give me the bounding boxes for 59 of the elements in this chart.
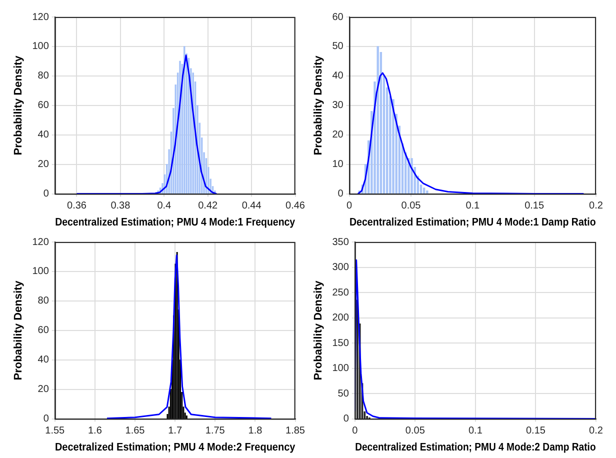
y-tick-label: 350 <box>332 236 350 248</box>
y-axis-title: Probability Density <box>12 54 25 156</box>
y-tick-label: 0 <box>338 188 344 200</box>
y-tick-label: 0 <box>43 188 50 200</box>
x-tick-label: 0.36 <box>67 200 87 212</box>
y-tick-label: 20 <box>38 384 50 396</box>
x-tick-label: 1.8 <box>248 426 263 437</box>
x-tick-label: 0.05 <box>405 426 426 437</box>
y-tick-label: 40 <box>332 70 344 82</box>
y-tick-label: 120 <box>32 12 50 23</box>
y-tick-label: 100 <box>332 363 350 374</box>
x-tick-label: 1.55 <box>45 426 66 437</box>
y-tick-label: 20 <box>38 159 50 170</box>
x-tick-label: 1.7 <box>168 426 182 437</box>
y-tick-label: 60 <box>38 100 50 112</box>
y-tick-label: 50 <box>338 388 350 400</box>
x-axis-title: Decentralized Estimation; PMU 4 Mode:2 Damp Ratio <box>355 442 596 454</box>
y-tick-label: 60 <box>38 325 50 336</box>
x-axis-title: Decetralized Estimation; PMU 4 Mode:2 Frequency <box>54 441 296 454</box>
x-axis-title: Decentralized Estimation; PMU 4 Mode:1 Damp Ratio <box>349 216 596 229</box>
y-tick-label: 100 <box>32 266 50 278</box>
y-tick-label: 30 <box>332 100 344 112</box>
x-tick-label: 0.4 <box>157 200 172 212</box>
y-tick-label: 150 <box>332 338 350 349</box>
y-tick-label: 40 <box>38 130 50 141</box>
y-tick-label: 60 <box>332 12 344 23</box>
x-tick-label: 0.44 <box>242 200 262 212</box>
x-tick-label: 0.15 <box>526 426 546 437</box>
x-tick-label: 0.46 <box>286 200 306 212</box>
x-tick-label: 0 <box>352 426 358 437</box>
x-tick-label: 1.85 <box>286 426 306 437</box>
x-tick-label: 0.15 <box>524 200 544 212</box>
x-tick-label: 0.38 <box>110 200 131 212</box>
y-axis-title: Probability Density <box>312 280 325 380</box>
x-tick-label: 1.65 <box>125 426 146 437</box>
y-axis-title: Probability Density <box>12 280 25 380</box>
x-tick-label: 0.05 <box>401 200 422 212</box>
y-tick-label: 50 <box>332 41 344 52</box>
y-tick-label: 200 <box>332 312 350 324</box>
x-tick-label: 0.1 <box>468 426 483 437</box>
y-tick-label: 40 <box>38 354 50 366</box>
y-tick-label: 0 <box>43 414 50 425</box>
x-tick-label: 0.42 <box>198 200 218 212</box>
x-tick-label: 0.2 <box>589 200 604 212</box>
x-tick-label: 1.75 <box>205 426 226 437</box>
y-tick-label: 20 <box>332 130 344 141</box>
y-tick-label: 300 <box>332 262 350 274</box>
x-tick-label: 0.1 <box>466 200 480 212</box>
y-tick-label: 250 <box>332 287 350 298</box>
y-tick-label: 80 <box>38 296 50 307</box>
x-tick-label: 1.6 <box>88 426 102 437</box>
y-tick-label: 120 <box>32 236 50 248</box>
y-tick-label: 10 <box>332 159 344 170</box>
x-tick-label: 0.2 <box>589 426 604 437</box>
y-tick-label: 100 <box>32 41 50 52</box>
y-tick-label: 80 <box>38 70 50 82</box>
y-tick-label: 0 <box>343 414 350 425</box>
x-axis-title: Decentralized Estimation; PMU 4 Mode:1 Frequency <box>55 216 296 229</box>
y-axis-title: Probability Density <box>312 54 325 156</box>
